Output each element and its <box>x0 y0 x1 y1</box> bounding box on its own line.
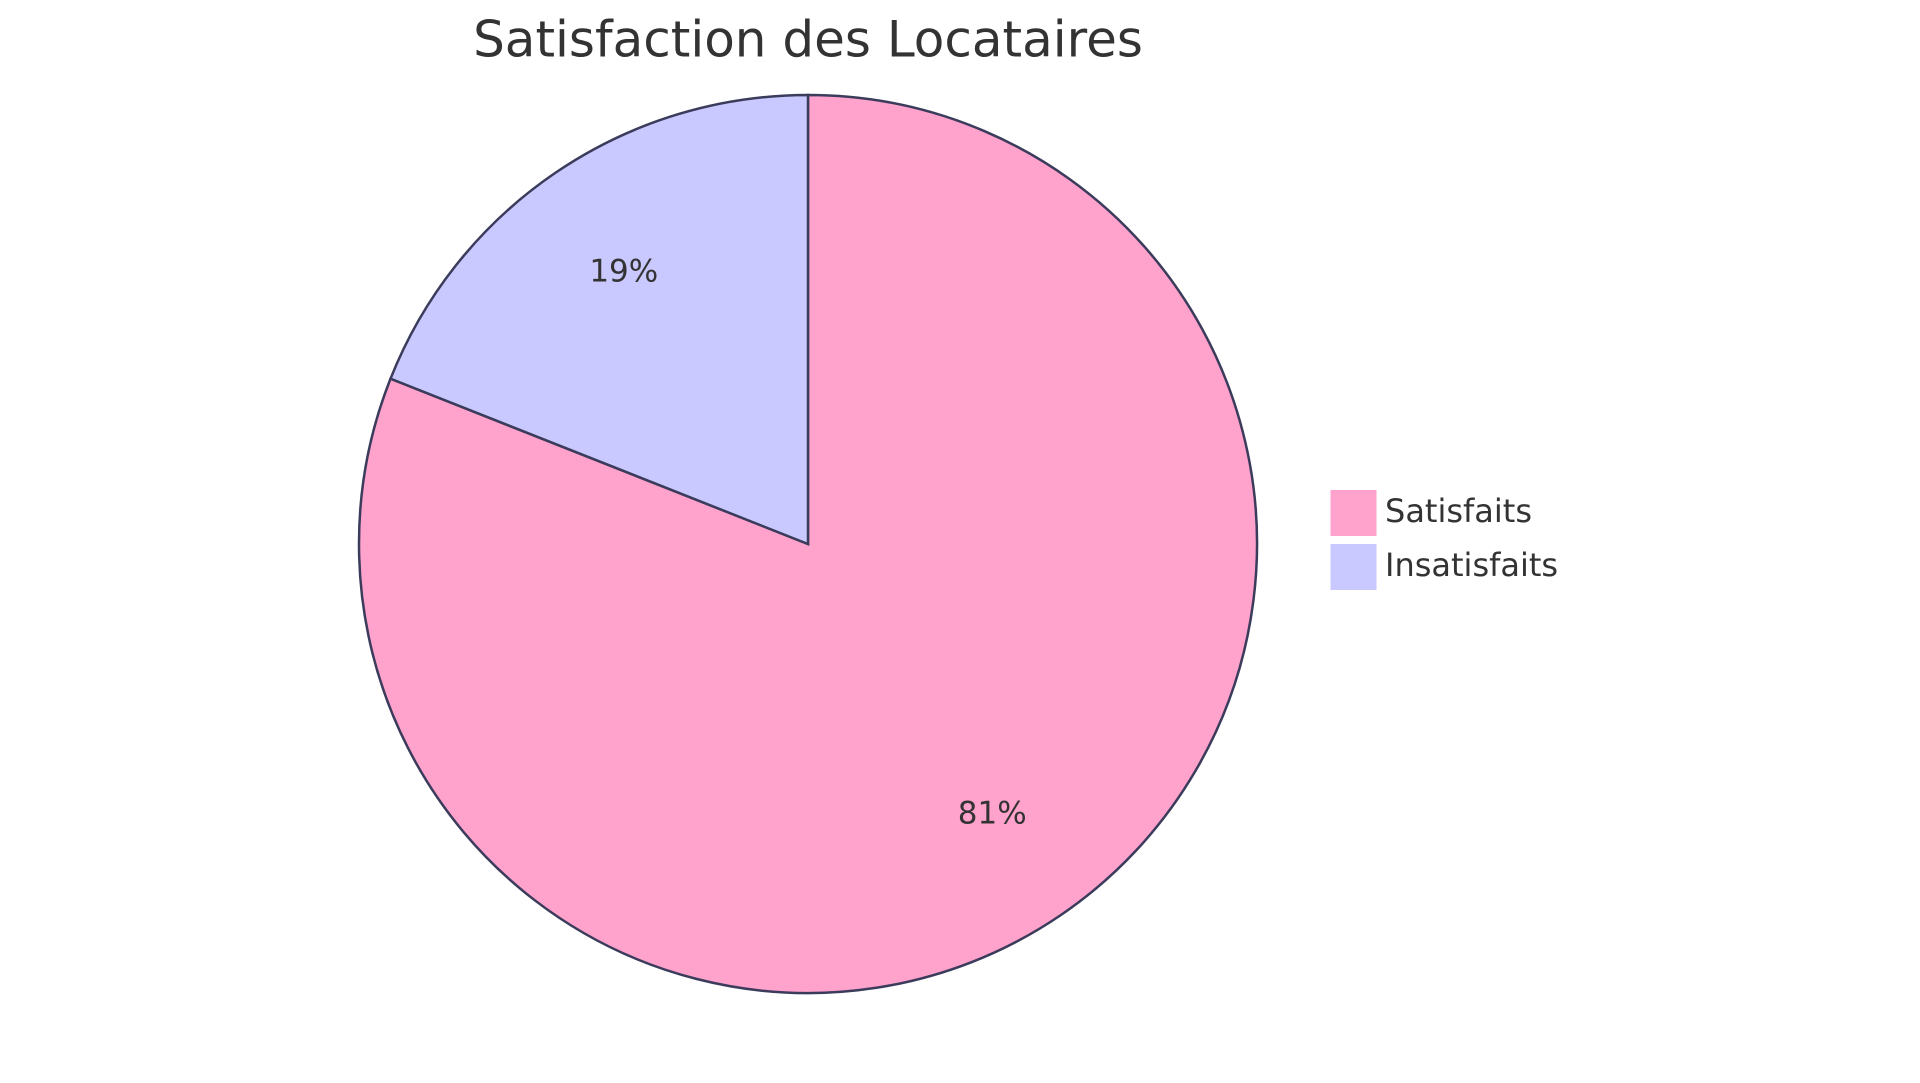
slice-label: 81% <box>958 796 1027 832</box>
chart-title: Satisfaction des Locataires <box>473 11 1143 69</box>
legend-swatch <box>1330 490 1377 536</box>
legend-label: Insatisfaits <box>1385 546 1558 584</box>
pie-slice <box>388 93 810 546</box>
legend-label: Satisfaits <box>1385 492 1532 530</box>
slice-label: 19% <box>589 253 658 289</box>
legend-swatch <box>1330 544 1377 590</box>
